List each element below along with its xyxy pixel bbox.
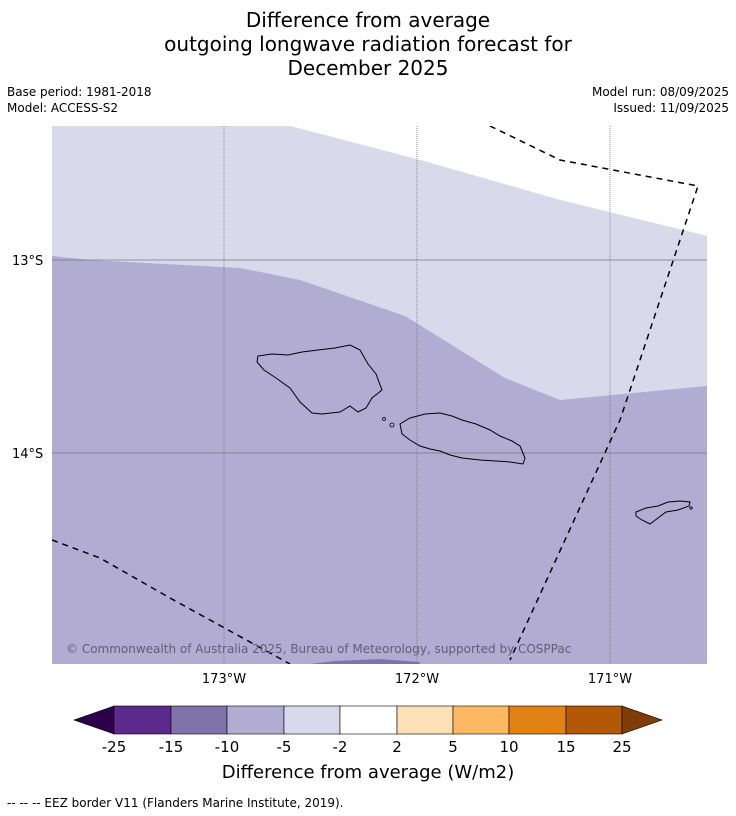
colorbar-tick: 15	[556, 738, 575, 756]
title-line-1: Difference from average	[245, 8, 491, 32]
colorbar-tick: -5	[277, 738, 292, 756]
meta-right: Model run: 08/09/2025 Issued: 11/09/2025	[592, 84, 729, 116]
model-run: Model run: 08/09/2025	[591, 85, 729, 99]
colorbar: -25 -15 -10 -5 -2 2 5 10 15 25	[73, 705, 663, 756]
lat-label-13s: 13°S	[12, 254, 43, 269]
anomaly-patch-minus15-minus10	[310, 659, 420, 664]
map-figure: © Commonwealth of Australia 2025, Bureau…	[12, 126, 707, 756]
colorbar-min-arrow	[73, 705, 115, 735]
lon-label-172w: 172°W	[395, 672, 439, 687]
issued-date: Issued: 11/09/2025	[613, 101, 729, 115]
island-savaii	[256, 344, 383, 415]
colorbar-tick: -15	[159, 738, 184, 756]
colorbar-swatch-7	[452, 705, 510, 735]
map-area: © Commonwealth of Australia 2025, Bureau…	[52, 126, 707, 664]
eez-border-southwest	[52, 539, 291, 664]
anomaly-region-minus5-minus2	[52, 126, 707, 400]
colorbar-swatch-8	[508, 705, 567, 735]
island-apolima	[382, 417, 386, 421]
colorbar-swatch-3	[226, 705, 285, 735]
eez-border-east	[489, 126, 699, 661]
island-upolu	[399, 412, 526, 465]
meta-left: Base period: 1981-2018 Model: ACCESS-S2	[7, 84, 152, 116]
colorbar-tick: -2	[333, 738, 348, 756]
copyright-text: © Commonwealth of Australia 2025, Bureau…	[66, 642, 571, 656]
colorbar-tick: -25	[102, 738, 127, 756]
colorbar-swatch-4	[283, 705, 341, 735]
lon-label-171w: 171°W	[588, 672, 632, 687]
base-period: Base period: 1981-2018	[7, 85, 152, 99]
colorbar-max-arrow	[621, 705, 663, 735]
colorbar-tick: 25	[612, 738, 631, 756]
eez-legend-note: -- -- -- EEZ border V11 (Flanders Marine…	[7, 796, 344, 810]
title-line-2: outgoing longwave radiation forecast for	[164, 32, 572, 56]
colorbar-swatch-5	[339, 705, 398, 735]
lat-label-14s: 14°S	[12, 447, 43, 462]
colorbar-swatch-9	[565, 705, 623, 735]
colorbar-swatch-2	[170, 705, 228, 735]
colorbar-tick: 2	[392, 738, 402, 756]
lon-label-173w: 173°W	[202, 672, 246, 687]
island-aunuu	[689, 506, 693, 510]
colorbar-title: Difference from average (W/m2)	[221, 762, 515, 783]
colorbar-tick: -10	[215, 738, 240, 756]
colorbar-tick: 5	[448, 738, 458, 756]
title-line-3: December 2025	[287, 56, 449, 80]
model-name: Model: ACCESS-S2	[7, 101, 119, 115]
colorbar-swatch-1	[113, 705, 172, 735]
colorbar-tick: 10	[499, 738, 518, 756]
chart-title: Difference from average outgoing longwav…	[0, 8, 736, 80]
anomaly-region-neutral	[290, 126, 707, 236]
island-tutuila	[635, 500, 691, 525]
island-manono	[389, 422, 395, 428]
colorbar-swatch-6	[396, 705, 454, 735]
